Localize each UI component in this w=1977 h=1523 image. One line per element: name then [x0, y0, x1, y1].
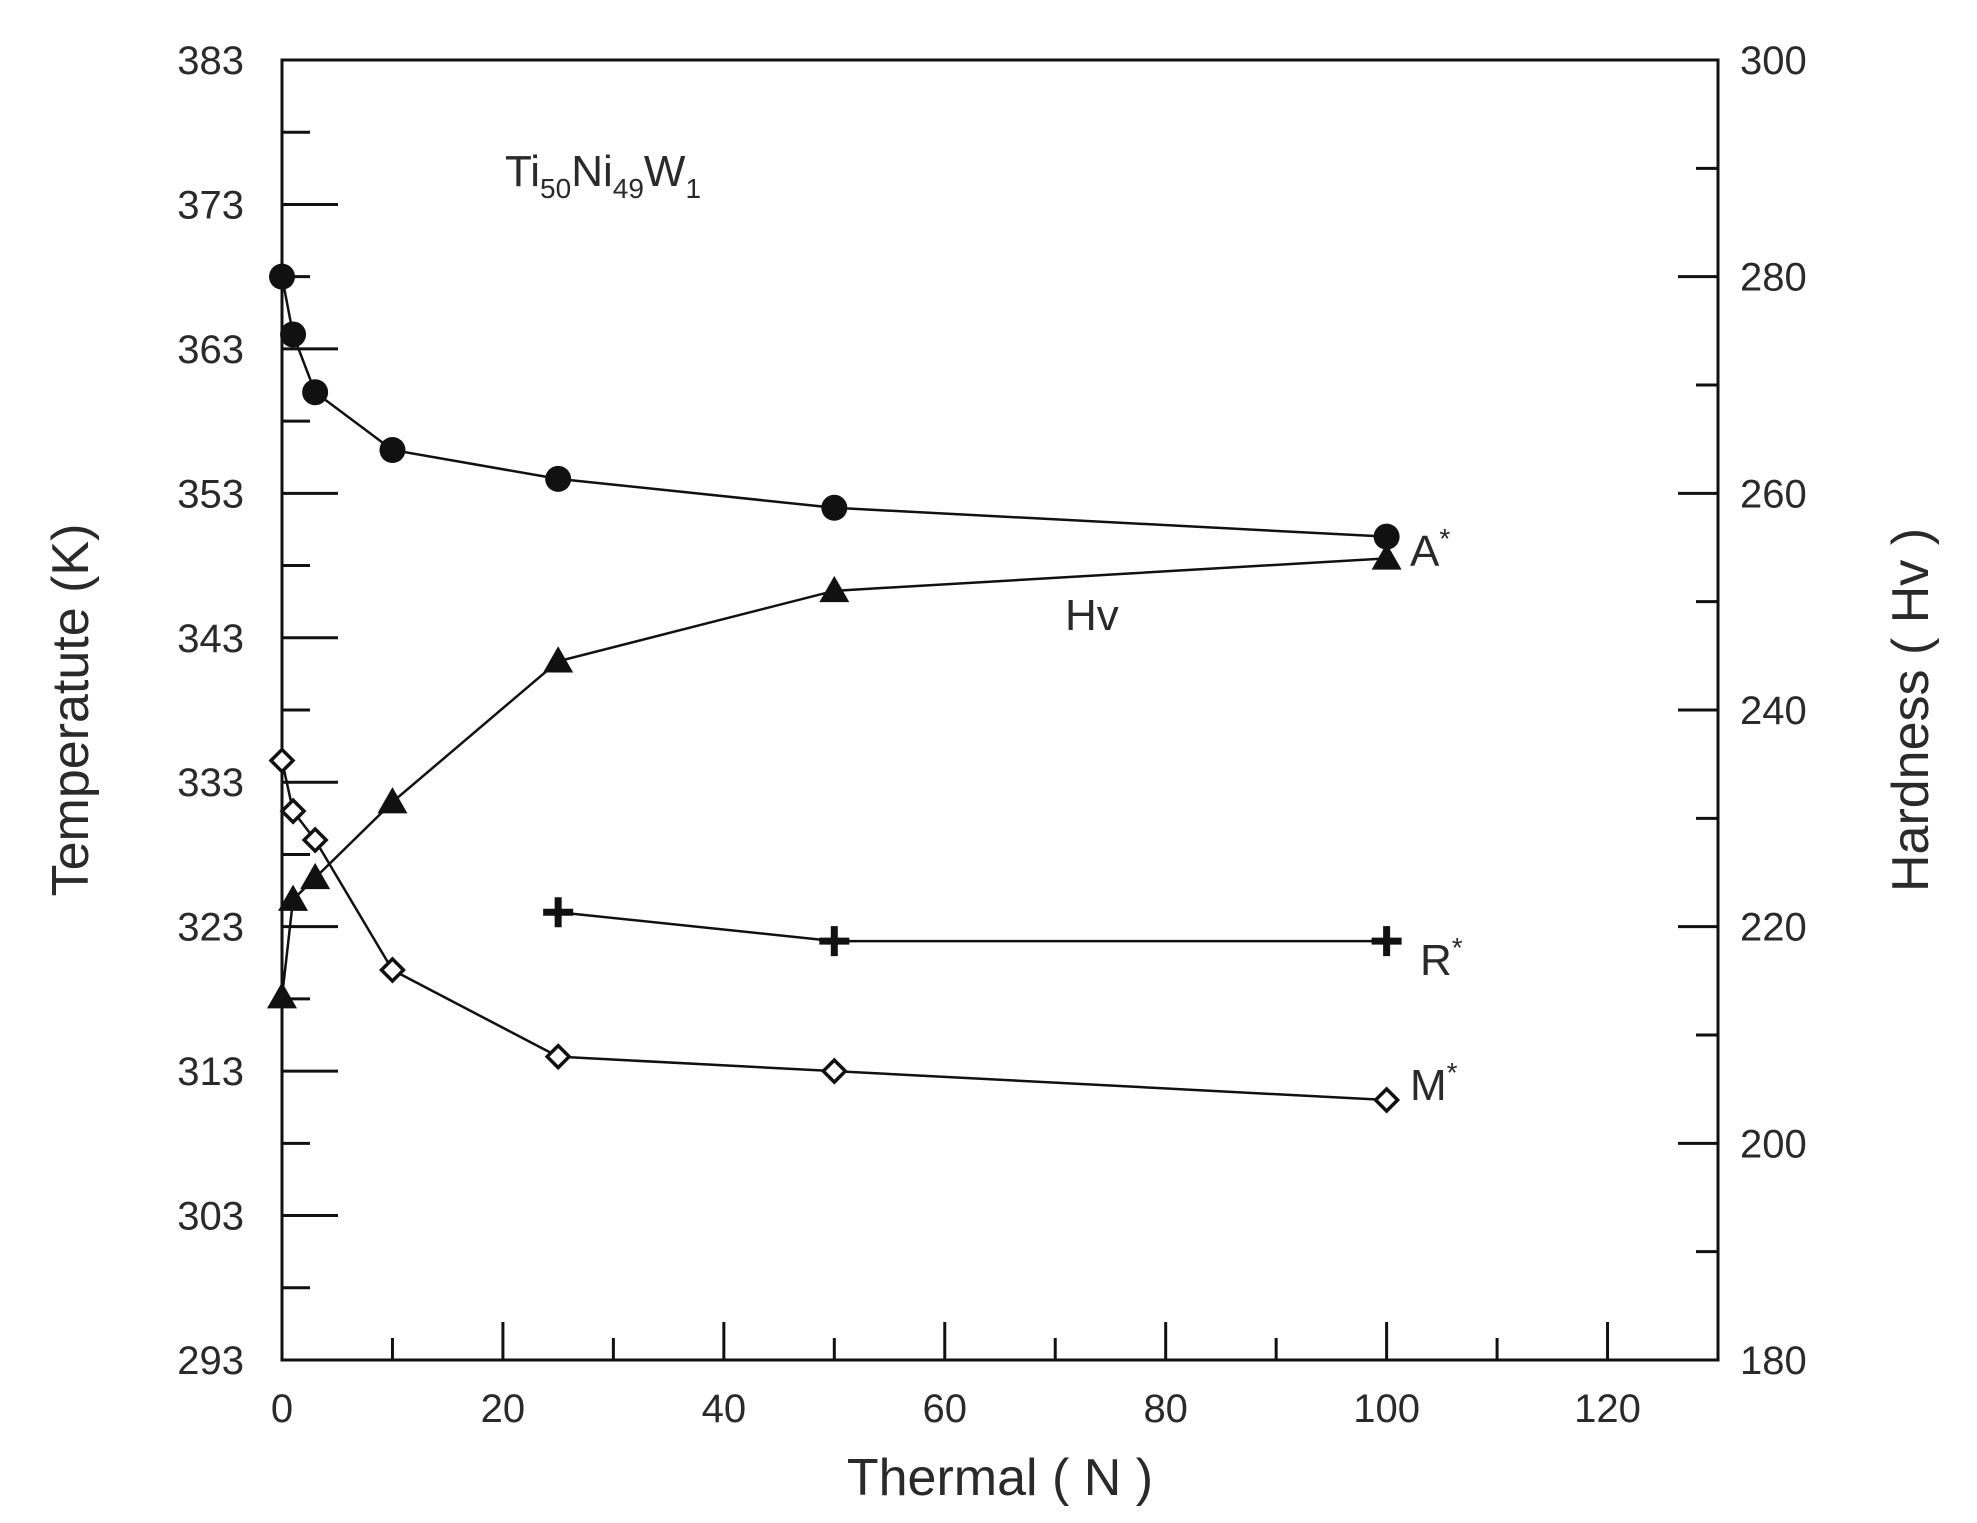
y-left-tick-label: 353 — [177, 472, 244, 516]
x-tick-label: 0 — [271, 1387, 293, 1431]
y-left-axis-ticks — [282, 130, 338, 1290]
y-right-tick-label: 240 — [1740, 689, 1807, 733]
y-left-tick-label: 383 — [177, 39, 244, 83]
x-tick-labels: 0 20 40 60 80 100 120 — [271, 1387, 1641, 1431]
data-point-m — [820, 1057, 848, 1085]
data-point-a — [269, 263, 295, 290]
y-right-tick-label: 300 — [1740, 39, 1807, 83]
data-point-m — [378, 956, 406, 984]
data-point-hv — [543, 646, 574, 673]
annot-ni: Ni — [571, 147, 613, 196]
x-axis-ticks — [390, 1322, 1610, 1360]
y-left-tick-label: 313 — [177, 1050, 244, 1094]
y-right-axis-ticks — [1678, 166, 1718, 1254]
y-right-tick-label: 220 — [1740, 906, 1807, 950]
series-r — [543, 897, 1402, 957]
series-m — [268, 747, 1401, 1114]
annot-w-sub: 1 — [685, 173, 701, 204]
y-right-axis-title: Hardness ( Hv ) — [1882, 528, 1940, 892]
y-left-tick-label: 293 — [177, 1339, 244, 1383]
y-right-tick-label: 180 — [1740, 1339, 1807, 1383]
x-tick-label: 60 — [923, 1387, 968, 1431]
series-layer — [267, 263, 1402, 1114]
series-hv — [267, 543, 1402, 1009]
annot-ni-sub: 49 — [613, 173, 644, 204]
plot-frame — [280, 58, 1720, 1362]
y-right-tick-labels: 180 200 220 240 260 280 300 — [1740, 39, 1807, 1383]
data-point-a — [545, 465, 572, 492]
data-point-a — [302, 379, 329, 406]
data-point-m — [268, 747, 296, 775]
data-point-hv — [300, 862, 331, 890]
data-point-a — [1373, 523, 1400, 550]
data-point-m — [1373, 1086, 1401, 1114]
data-point-a — [821, 494, 848, 521]
x-tick-label: 80 — [1143, 1387, 1188, 1431]
series-label-a: A* — [1410, 523, 1450, 576]
data-point-hv — [278, 884, 309, 911]
data-point-r — [819, 926, 850, 957]
data-point-m — [301, 826, 329, 854]
annot-ti-sub: 50 — [540, 173, 571, 204]
y-left-tick-label: 303 — [177, 1195, 244, 1239]
data-point-hv — [819, 575, 850, 603]
y-left-axis-title: Temperatute (K) — [42, 524, 100, 897]
annot-w: W — [644, 147, 686, 196]
series-a — [269, 263, 1400, 550]
series-line — [558, 910, 1387, 943]
x-tick-label: 20 — [481, 1387, 526, 1431]
data-point-m — [544, 1043, 572, 1071]
x-tick-label: 120 — [1574, 1387, 1641, 1431]
y-left-tick-labels: 293 303 313 323 333 343 353 363 373 383 — [177, 39, 244, 1383]
y-left-tick-label: 333 — [177, 761, 244, 805]
data-point-hv — [267, 982, 297, 1009]
data-point-a — [280, 321, 307, 348]
x-tick-label: 40 — [702, 1387, 747, 1431]
data-point-hv — [377, 787, 408, 814]
composition-annotation: Ti50Ni49W1 — [505, 147, 701, 204]
data-point-m — [279, 797, 307, 825]
series-label-m: M* — [1410, 1057, 1458, 1110]
series-label-r: R* — [1420, 932, 1463, 985]
x-tick-label: 100 — [1353, 1387, 1420, 1431]
y-right-tick-label: 280 — [1740, 256, 1807, 300]
data-point-r — [1371, 926, 1402, 957]
data-point-r — [543, 897, 574, 928]
data-point-a — [379, 437, 406, 463]
y-left-tick-label: 363 — [177, 328, 244, 372]
y-left-tick-label: 343 — [177, 617, 244, 661]
data-point-hv — [1371, 543, 1402, 570]
y-right-tick-label: 260 — [1740, 472, 1807, 516]
y-left-tick-label: 323 — [177, 906, 244, 950]
series-label-hv: Hv — [1065, 591, 1119, 640]
y-left-tick-label: 373 — [177, 183, 244, 227]
annot-ti: Ti — [505, 147, 540, 196]
y-right-tick-label: 200 — [1740, 1122, 1807, 1166]
x-axis-title: Thermal ( N ) — [847, 1449, 1153, 1507]
